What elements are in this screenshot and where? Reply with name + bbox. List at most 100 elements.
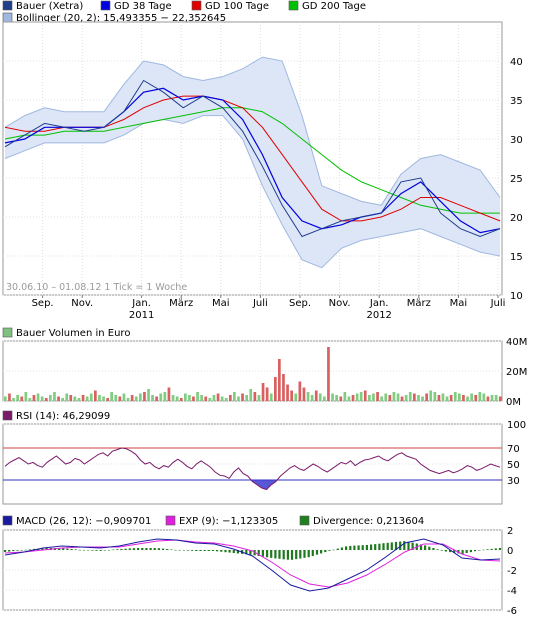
x-tick-label: Juli [252, 298, 268, 309]
legend-label-macd: MACD (26, 12): −0,909701 [16, 516, 151, 527]
divergence-bar [82, 550, 86, 551]
volume-y-tick: 20M [506, 367, 527, 378]
volume-bar [241, 393, 244, 401]
volume-bar [351, 395, 355, 401]
divergence-bar [303, 550, 306, 558]
volume-bar [253, 392, 257, 401]
divergence-bar [12, 550, 15, 552]
volume-bar [462, 395, 465, 401]
legend-swatch-gd38 [100, 0, 111, 11]
volume-bar [40, 396, 44, 401]
volume-bar [57, 396, 60, 401]
volume-bar [32, 395, 36, 401]
divergence-bar [486, 549, 489, 550]
divergence-bar [137, 548, 140, 550]
divergence-bar [91, 550, 94, 551]
rsi-y-tick: 50 [507, 460, 520, 471]
divergence-bar [203, 550, 206, 551]
divergence-bar [191, 550, 194, 551]
divergence-bar [236, 550, 239, 554]
divergence-bar [282, 550, 285, 560]
volume-bar [134, 396, 138, 401]
divergence-bar [424, 545, 427, 550]
divergence-bar [440, 550, 443, 551]
legend-swatch-volume [2, 327, 13, 338]
volume-bar [314, 390, 318, 401]
divergence-bar [216, 550, 219, 552]
volume-bar [261, 383, 265, 401]
volume-bar [474, 395, 478, 401]
volume-bar [229, 395, 232, 401]
volume-bar [12, 398, 15, 401]
divergence-bar [162, 548, 165, 550]
year-label-2011: 2011 [129, 310, 154, 321]
volume-bar [306, 392, 310, 401]
divergence-bar [453, 550, 456, 553]
volume-bar [421, 396, 424, 401]
divergence-bar [157, 548, 160, 550]
price-line [4, 79, 501, 238]
volume-bar [159, 393, 163, 401]
divergence-bar [8, 550, 11, 552]
price-y-tick: 30 [510, 135, 523, 146]
volume-bar [384, 393, 388, 401]
macd-line [4, 538, 501, 592]
divergence-bar [299, 550, 302, 559]
volume-bar [147, 389, 150, 401]
volume-bar [106, 398, 109, 401]
divergence-bar [220, 550, 223, 552]
divergence-bar [58, 548, 61, 550]
divergence-bar [370, 544, 373, 550]
volume-bar [114, 395, 118, 401]
volume-bar [269, 393, 273, 401]
divergence-bar [62, 548, 65, 550]
volume-bar [323, 396, 326, 401]
year-label-2012: 2012 [366, 310, 391, 321]
divergence-bar [249, 550, 252, 555]
volume-bar [478, 392, 482, 401]
price-y-tick: 40 [510, 57, 523, 68]
volume-bar [77, 398, 81, 401]
volume-bar [363, 390, 367, 401]
volume-bar [368, 395, 371, 401]
volume-bar [98, 395, 101, 401]
divergence-bar [112, 549, 115, 551]
divergence-bar [24, 549, 27, 551]
volume-bar [179, 398, 183, 401]
volume-bar [449, 395, 453, 401]
divergence-bar [482, 549, 485, 551]
volume-bar [494, 395, 498, 401]
divergence-bar [469, 550, 472, 553]
volume-bar [437, 395, 441, 401]
divergence-bar [315, 550, 319, 555]
divergence-bar [390, 542, 393, 550]
legend-label-gd100: GD 100 Tage [205, 1, 269, 12]
volume-bar [8, 393, 11, 401]
legend-label-gd200: GD 200 Tage [302, 1, 366, 12]
volume-bar [20, 396, 24, 401]
volume-bar [490, 395, 494, 401]
divergence-bar [266, 550, 269, 558]
legend-label-rsi: RSI (14): 46,29099 [16, 411, 110, 422]
volume-bar [343, 392, 347, 401]
divergence-bar [128, 548, 131, 550]
volume-bar [425, 393, 428, 401]
divergence-bar [432, 548, 435, 550]
volume-bar [143, 392, 146, 401]
legend-swatch-exp [165, 515, 176, 526]
volume-bar [69, 395, 73, 401]
volume-bar [274, 377, 277, 401]
volume-bar [16, 395, 19, 401]
divergence-bar [419, 544, 423, 550]
x-tick-label: Jan. [131, 298, 151, 309]
rsi-oversold-area [250, 480, 279, 490]
divergence-bar [411, 542, 414, 550]
divergence-bar [20, 550, 23, 551]
volume-bar [298, 381, 302, 401]
divergence-bar [87, 550, 90, 551]
divergence-bar [349, 545, 352, 550]
legend-swatch-rsi [2, 410, 13, 421]
volume-bar [49, 395, 52, 401]
volume-bar [139, 393, 142, 401]
divergence-bar [332, 549, 335, 551]
